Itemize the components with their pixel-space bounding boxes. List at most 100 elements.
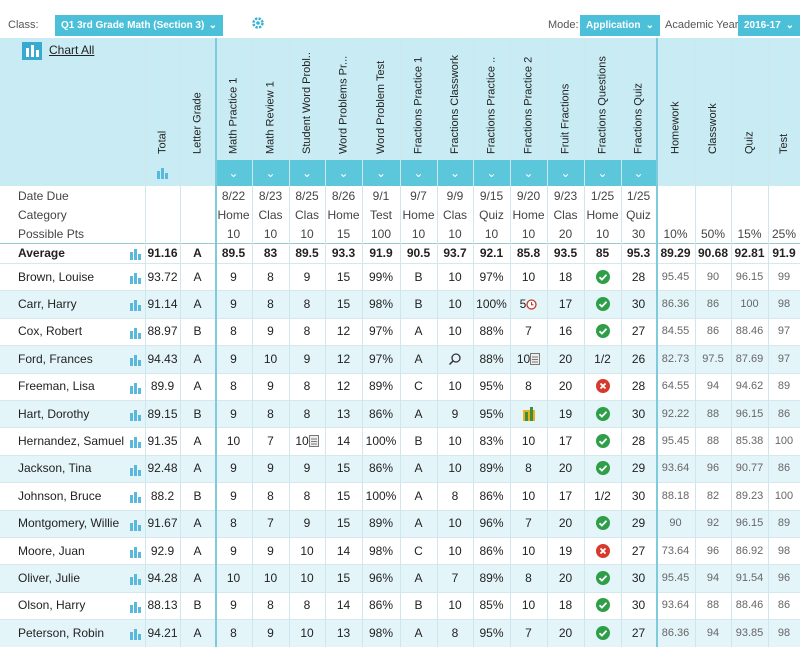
cell: 88.18: [661, 489, 690, 502]
column-menu-arrow[interactable]: ⌄: [375, 166, 387, 180]
mode-dropdown[interactable]: Application ⌄: [580, 15, 660, 36]
chart-all-icon[interactable]: [22, 42, 42, 60]
cell: 90: [669, 517, 682, 530]
cell: 90.5: [406, 246, 431, 260]
cell-icon-check[interactable]: [595, 297, 610, 312]
cell: 8: [303, 406, 311, 421]
column-menu-arrow[interactable]: ⌄: [265, 166, 276, 180]
chart-icon[interactable]: [130, 298, 142, 316]
year-value: 2016-17: [744, 20, 781, 31]
cell-icon-note[interactable]: [308, 435, 319, 448]
chart-icon[interactable]: [130, 627, 142, 645]
chart-all-link[interactable]: Chart All: [49, 43, 95, 57]
cell: [584, 400, 621, 427]
cell: A: [193, 625, 202, 640]
cell-icon-check[interactable]: [595, 571, 610, 586]
cell-icon-check[interactable]: [595, 625, 610, 640]
cell-icon-check[interactable]: [595, 598, 610, 613]
cell: 10: [448, 324, 462, 339]
chart-icon[interactable]: [130, 463, 142, 481]
cell-icon-check[interactable]: [595, 406, 610, 421]
year-dropdown[interactable]: 2016-17 ⌄: [738, 15, 800, 36]
cell: 83: [263, 246, 278, 260]
chart-icon[interactable]: [130, 247, 142, 265]
cell: 88: [706, 407, 720, 420]
cell: 85: [595, 246, 610, 260]
cell-icon-search[interactable]: [448, 352, 462, 366]
cell-icon-note[interactable]: [530, 352, 541, 365]
cell-icon-check[interactable]: [595, 434, 610, 449]
column-menu-arrow[interactable]: ⌄: [413, 166, 424, 180]
cell: 8: [230, 324, 237, 339]
column-menu-arrow[interactable]: ⌄: [560, 166, 571, 180]
cell: 84.55: [661, 325, 690, 338]
cell: 86: [706, 325, 720, 338]
chart-icon[interactable]: [130, 545, 142, 563]
column-menu-arrow[interactable]: ⌄: [228, 166, 239, 180]
cell-icon-check[interactable]: [595, 269, 610, 284]
chart-icon[interactable]: [130, 381, 142, 399]
cell: 88.2: [150, 488, 175, 503]
cell: 8: [230, 516, 237, 531]
chart-icon[interactable]: [130, 353, 142, 371]
settings-icon[interactable]: [251, 16, 265, 30]
cell: 90.77: [735, 462, 764, 475]
chart-icon[interactable]: [130, 435, 142, 453]
cell-icon-check[interactable]: [595, 324, 610, 339]
cell: 9: [451, 406, 459, 421]
cell-icon-check[interactable]: [595, 461, 610, 476]
chart-icon[interactable]: [130, 490, 142, 508]
chart-icon[interactable]: [130, 408, 142, 426]
cell-icon-cross[interactable]: [595, 543, 610, 558]
cell: 94: [706, 626, 720, 639]
column-divider: [656, 38, 658, 647]
column-menu-arrow[interactable]: ⌄: [633, 166, 644, 180]
column-divider: [473, 38, 474, 647]
cell-icon-clock[interactable]: [526, 298, 537, 310]
mode-label: Mode:: [548, 19, 579, 31]
cell: 28: [631, 379, 646, 394]
cell: A: [414, 488, 423, 503]
student-name: Hart, Dorothy: [18, 406, 90, 421]
cell-icon-bars[interactable]: [522, 406, 535, 421]
column-header: Word Problems Pr...: [337, 55, 350, 154]
cell: 9: [230, 488, 237, 503]
column-menu-arrow[interactable]: ⌄: [301, 166, 313, 180]
column-menu-arrow[interactable]: ⌄: [523, 166, 534, 180]
chart-icon[interactable]: [130, 271, 142, 289]
chart-icon[interactable]: [130, 600, 142, 618]
cell-icon-check[interactable]: [595, 516, 610, 531]
chart-icon[interactable]: [130, 326, 142, 344]
row-label: Possible Pts: [18, 226, 85, 241]
cell: 86.36: [661, 626, 690, 639]
column-menu-arrow[interactable]: ⌄: [486, 166, 497, 180]
column-menu-arrow[interactable]: ⌄: [338, 166, 349, 180]
cell: 12: [336, 351, 351, 366]
cell: 96.15: [735, 517, 764, 530]
cell: 9: [267, 324, 274, 339]
cell: 9/9: [446, 188, 464, 203]
cell: 98%: [368, 297, 394, 312]
cell-icon-cross[interactable]: [595, 379, 610, 394]
column-header: Fractions Questions: [596, 56, 609, 154]
cell: 96%: [479, 516, 504, 531]
cell: 10: [263, 351, 278, 366]
cell: 97%: [479, 269, 504, 284]
cell: [584, 373, 621, 400]
cell: 96.15: [735, 270, 764, 283]
cell: 13: [336, 625, 351, 640]
cell: 8: [267, 598, 274, 613]
chart-icon[interactable]: [130, 572, 142, 590]
column-menu-arrow[interactable]: ⌄: [597, 166, 608, 180]
cell: 83%: [479, 434, 504, 449]
row-label: Category: [18, 207, 67, 222]
class-dropdown[interactable]: Q1 3rd Grade Math (Section 3) ⌄: [55, 15, 223, 36]
cell: 9: [230, 543, 237, 558]
column-menu-arrow[interactable]: ⌄: [449, 166, 461, 180]
cell: 8/22: [221, 188, 246, 203]
chart-icon[interactable]: [157, 166, 169, 184]
column-divider: [584, 38, 585, 647]
cell: 10: [289, 427, 325, 454]
chart-icon[interactable]: [130, 518, 142, 536]
column-divider: [510, 38, 511, 647]
